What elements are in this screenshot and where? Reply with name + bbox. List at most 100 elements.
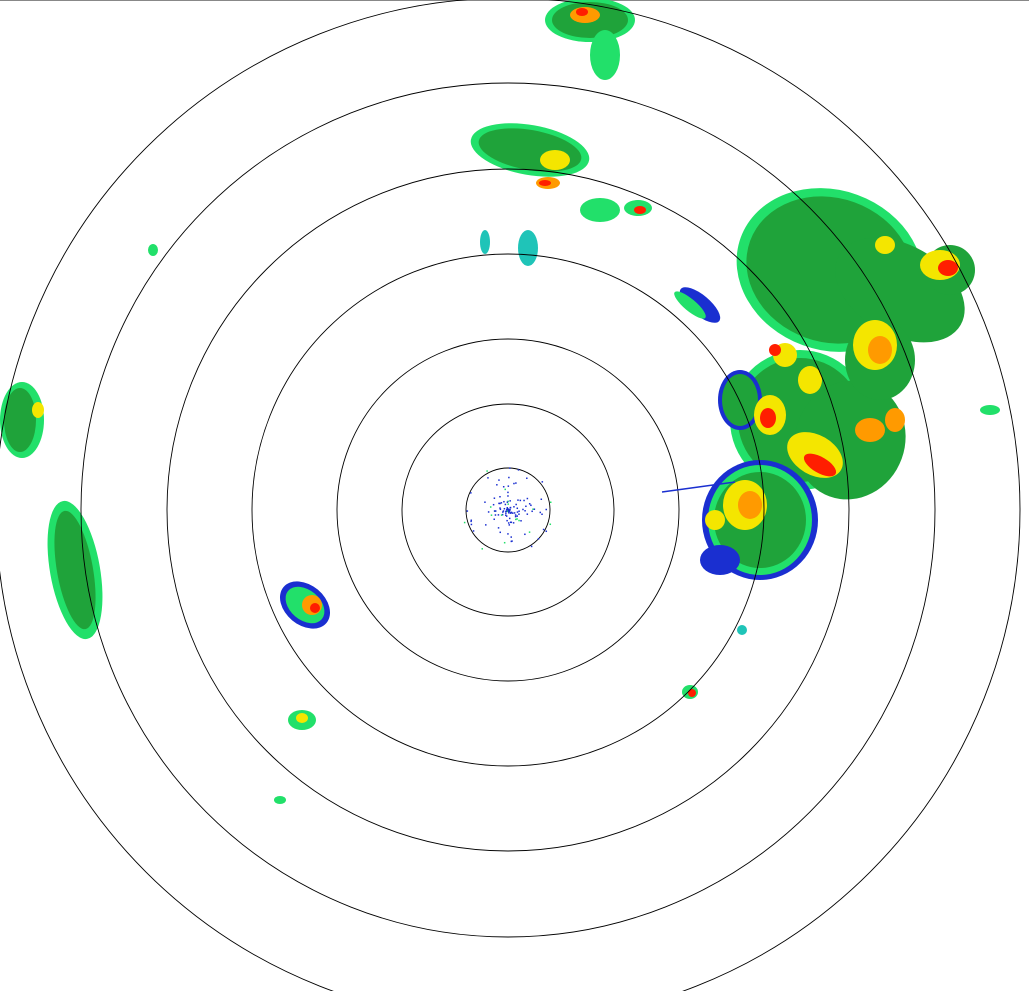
echo-cell: [722, 374, 758, 426]
echo-cell: [688, 689, 696, 697]
echo-cell: [700, 545, 740, 575]
clutter-point: [509, 500, 511, 502]
clutter-point: [516, 511, 519, 513]
echo-cell: [148, 244, 158, 256]
echo-cell: [679, 287, 721, 323]
clutter-point: [541, 513, 543, 516]
echo-cell: [798, 366, 822, 394]
clutter-point: [504, 488, 506, 491]
clutter-point: [507, 503, 509, 505]
clutter-point: [500, 502, 503, 504]
echo-cell: [738, 491, 762, 519]
clutter-point: [513, 482, 515, 485]
clutter-point: [507, 508, 510, 510]
range-ring: [80, 82, 936, 938]
echo-cell: [296, 713, 308, 723]
clutter-point: [508, 509, 510, 511]
clutter-point: [516, 515, 519, 517]
clutter-point: [497, 527, 500, 529]
clutter-point: [490, 514, 493, 516]
clutter-point: [522, 508, 524, 511]
echo-cell: [674, 291, 706, 319]
echo-cell: [274, 796, 286, 804]
clutter-point: [541, 481, 544, 483]
clutter-point: [549, 523, 552, 526]
clutter-point: [502, 510, 505, 512]
clutter-point: [517, 469, 520, 471]
clutter-point: [493, 497, 496, 499]
clutter-point: [508, 524, 511, 526]
clutter-point: [523, 499, 525, 502]
clutter-point: [507, 522, 510, 524]
clutter-point: [513, 512, 516, 514]
clutter-point: [506, 507, 509, 509]
clutter-point: [505, 510, 507, 513]
clutter-point: [506, 501, 509, 503]
clutter-point: [499, 495, 501, 498]
range-ring: [401, 403, 615, 617]
clutter-point: [499, 507, 501, 509]
echo-cell: [4, 388, 36, 452]
clutter-point: [472, 530, 475, 532]
clutter-point: [511, 512, 514, 514]
clutter-point: [470, 492, 472, 494]
clutter-point: [505, 515, 508, 517]
echo-cell: [540, 150, 570, 170]
echo-cell: [885, 408, 905, 432]
clutter-point: [493, 518, 495, 521]
echo-cell: [54, 510, 96, 630]
clutter-point: [502, 485, 505, 488]
echo-cell: [875, 236, 895, 254]
clutter-point: [504, 514, 507, 516]
echo-cell: [310, 603, 320, 613]
range-ring: [465, 467, 551, 553]
clutter-point: [509, 467, 511, 469]
clutter-point: [508, 510, 510, 512]
clutter-point: [503, 500, 505, 503]
clutter-point: [506, 508, 509, 510]
clutter-point: [542, 528, 545, 531]
clutter-point: [507, 491, 509, 494]
echo-cell: [590, 30, 620, 80]
clutter-point: [496, 484, 498, 486]
clutter-point: [499, 531, 501, 534]
clutter-point: [520, 520, 522, 522]
clutter-point: [509, 506, 512, 509]
clutter-point: [470, 520, 472, 523]
clutter-point: [470, 519, 473, 522]
echo-cell: [980, 405, 1000, 415]
clutter-point: [505, 510, 508, 512]
clutter-point: [509, 512, 512, 514]
clutter-point: [503, 507, 506, 510]
clutter-point: [508, 512, 510, 514]
clutter-point: [545, 530, 548, 533]
clutter-point: [505, 512, 507, 514]
clutter-point: [526, 497, 529, 500]
range-ring: [336, 338, 680, 682]
clutter-point: [485, 524, 487, 526]
clutter-point: [498, 502, 500, 505]
clutter-point: [493, 510, 496, 512]
echo-cell: [737, 625, 747, 635]
clutter-point: [506, 508, 508, 511]
clutter-point: [510, 511, 513, 514]
echo-cell: [634, 206, 646, 214]
echo-cell: [769, 344, 781, 356]
clutter-point: [515, 482, 517, 484]
clutter-point: [510, 536, 512, 538]
echo-cell: [480, 230, 490, 254]
clutter-point: [492, 503, 495, 506]
echo-cell: [938, 260, 958, 276]
clutter-point: [530, 504, 532, 507]
echo-cell: [803, 453, 837, 477]
clutter-point: [515, 518, 517, 521]
echo-cell: [539, 180, 551, 186]
echo-cell: [576, 8, 588, 16]
clutter-point: [499, 502, 501, 505]
echo-cell: [760, 408, 776, 428]
clutter-point: [539, 511, 542, 514]
range-ring: [166, 168, 850, 852]
clutter-point: [511, 540, 513, 542]
